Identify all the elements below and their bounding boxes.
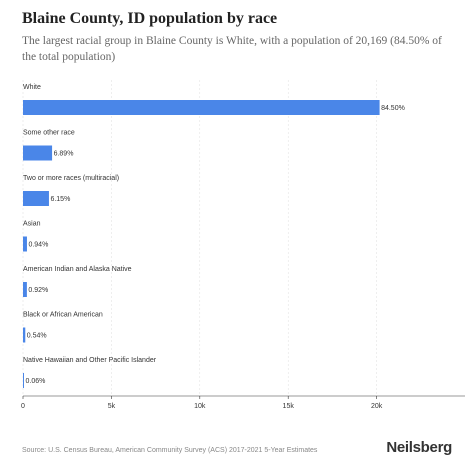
data-label: 0.54% [27, 333, 47, 340]
bar [23, 145, 53, 161]
bar [23, 236, 27, 252]
x-tick-label: 15k [283, 403, 295, 410]
category-label: American Indian and Alaska Native [23, 266, 132, 273]
data-label: 0.94% [28, 242, 48, 249]
x-tick-label: 5k [108, 403, 116, 410]
data-label: 0.06% [26, 378, 46, 385]
bar [23, 373, 24, 388]
bar [23, 282, 27, 297]
data-label: 0.92% [28, 287, 48, 294]
category-label: Asian [23, 221, 41, 228]
brand-logo: Neilsberg [386, 439, 452, 456]
data-label: 6.15% [50, 196, 70, 203]
category-label: Two or more races (multiracial) [23, 175, 119, 182]
category-label: Black or African American [23, 312, 103, 319]
bar [23, 100, 380, 115]
chart-subtitle: The largest racial group in Blaine Count… [22, 35, 442, 63]
data-label: 84.50% [381, 105, 405, 112]
source-note: Source: U.S. Census Bureau, American Com… [22, 447, 318, 454]
category-label: Some other race [23, 130, 75, 137]
category-label: White [23, 84, 41, 91]
x-tick-label: 20k [371, 403, 383, 410]
bar [23, 327, 26, 343]
x-tick-label: 0 [21, 403, 25, 410]
chart-title: Blaine County, ID population by race [22, 10, 278, 27]
data-label: 6.89% [54, 151, 74, 158]
category-label: Native Hawaiian and Other Pacific Island… [23, 357, 157, 364]
x-tick-label: 10k [194, 403, 206, 410]
bar [23, 191, 49, 206]
